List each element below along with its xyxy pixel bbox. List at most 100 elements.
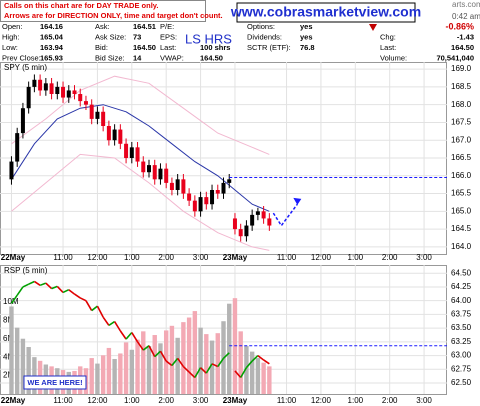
y-tick-label: 63.00 xyxy=(451,351,472,360)
price-segment xyxy=(222,352,230,359)
volume-bar xyxy=(198,327,203,394)
x-tick-label: 22May xyxy=(1,253,26,262)
chart-title: SPY (5 min) xyxy=(4,63,47,72)
volume-bar xyxy=(118,353,123,394)
x-tick-label: 23May xyxy=(223,396,248,405)
y-tick-label: 167.0 xyxy=(451,135,472,144)
candle-body xyxy=(112,129,117,141)
x-tick-label: 3:00 xyxy=(416,253,432,262)
candle-body xyxy=(26,86,31,109)
y-tick-label: 166.0 xyxy=(451,171,472,180)
candle-body xyxy=(267,218,272,226)
x-tick-label: 1:00 xyxy=(124,253,140,262)
x-tick-label: 12:00 xyxy=(311,253,332,262)
candle-body xyxy=(204,197,209,205)
candle-body xyxy=(66,90,71,98)
price-segment xyxy=(131,332,139,343)
candle-body xyxy=(181,179,186,194)
price-segment xyxy=(205,363,213,374)
x-tick-label: 1:00 xyxy=(348,253,364,262)
x-tick-label: 2:00 xyxy=(158,253,174,262)
y-tick-label: 63.25 xyxy=(451,337,472,346)
price-segment xyxy=(56,285,64,293)
field-label: Bid Size: xyxy=(95,53,125,62)
indicator-line xyxy=(11,75,270,155)
y-tick-label: 168.5 xyxy=(451,82,472,91)
price-segment xyxy=(154,350,162,358)
field-label: Last: xyxy=(160,43,176,52)
candle-body xyxy=(141,161,146,173)
volume-bar xyxy=(192,311,198,394)
price-segment xyxy=(33,280,41,286)
price-segment xyxy=(176,357,185,368)
volume-bar xyxy=(26,347,31,394)
y-tick-label: 64.25 xyxy=(451,282,472,291)
x-tick-label: 2:00 xyxy=(382,253,398,262)
candle-body xyxy=(187,193,192,201)
volume-bar xyxy=(9,306,14,394)
price-segment xyxy=(136,341,144,351)
field-value: 164.50 xyxy=(451,43,474,52)
candle-body xyxy=(261,211,266,219)
price-segment xyxy=(188,371,196,379)
x-tick-label: 11:00 xyxy=(277,253,297,262)
y-tick-label: 8M xyxy=(3,315,14,324)
field-label: Options: xyxy=(247,22,275,31)
volume-bar xyxy=(181,322,186,394)
price-segment xyxy=(257,354,265,361)
x-tick-label: 12:00 xyxy=(87,396,108,405)
url-box xyxy=(236,2,416,23)
price-segment xyxy=(263,359,270,365)
x-tick-label: 11:00 xyxy=(277,396,297,405)
candle-body xyxy=(158,168,163,180)
volume-bar xyxy=(169,325,175,394)
price-segment xyxy=(171,357,179,366)
volume-bar xyxy=(255,358,261,394)
time: 0:42 am xyxy=(452,12,480,21)
price-segment xyxy=(119,330,127,340)
x-tick-label: 11:00 xyxy=(53,396,73,405)
volume-bar xyxy=(175,337,180,394)
y-tick-label: 165.0 xyxy=(451,206,472,215)
candle-body xyxy=(238,229,243,237)
volume-bar xyxy=(186,317,192,394)
x-tick-label: 22May xyxy=(1,396,26,405)
y-tick-label: 4M xyxy=(3,352,14,361)
volume-bar xyxy=(106,347,112,394)
field-value: yes xyxy=(300,32,313,41)
spy-chart: 22May 11:00 12:00 1:00 2:00 3:00 23May 11:00 12:… xyxy=(0,62,472,262)
price-segment xyxy=(79,297,87,302)
volume-bar xyxy=(163,330,169,394)
candle-body xyxy=(32,79,37,87)
volume-bar xyxy=(261,362,266,394)
price-segment xyxy=(108,320,116,327)
volume-bar xyxy=(146,346,152,394)
y-tick-label: 63.75 xyxy=(451,310,472,319)
x-tick-label: 11:00 xyxy=(53,253,73,262)
price-segment xyxy=(45,282,53,290)
field-value: 164.50 xyxy=(200,53,223,62)
candle-body xyxy=(152,165,157,180)
x-tick-label: 3:00 xyxy=(193,396,209,405)
candle-body xyxy=(124,143,129,158)
chart-title: RSP (5 min) xyxy=(4,266,48,275)
note-line: Calls on this chart are for DAY TRADE on… xyxy=(4,1,158,10)
x-tick-label: 1:00 xyxy=(124,396,140,405)
candle-body xyxy=(78,94,83,102)
indicator-line xyxy=(11,104,270,212)
y-tick-label: 64.50 xyxy=(451,268,472,277)
volume-bar xyxy=(100,355,106,394)
candle-body xyxy=(101,111,106,126)
note-box xyxy=(0,0,206,22)
candle-body xyxy=(15,133,20,162)
y-tick-label: 10M xyxy=(3,297,19,306)
candle-body xyxy=(106,126,111,141)
candle-body xyxy=(244,225,249,237)
volume-bar xyxy=(209,340,215,394)
candle-body xyxy=(215,190,220,194)
volume-bar xyxy=(249,351,255,394)
volume-bar xyxy=(112,358,117,394)
candle-body xyxy=(255,211,260,215)
price-segment xyxy=(10,294,18,304)
candle-body xyxy=(38,79,43,91)
